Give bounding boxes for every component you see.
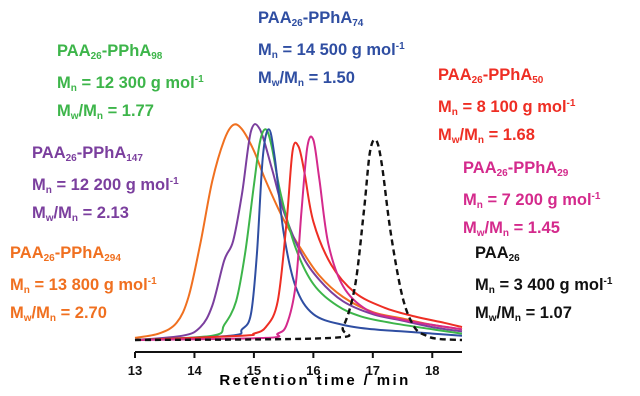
annotation-s26-dispersity: Mw/Mn = 1.07 (475, 304, 572, 324)
x-tick-label-13: 13 (128, 363, 142, 378)
x-axis-ticks: 13 14 15 16 17 18 (128, 352, 440, 378)
series-line-s147 (134, 123, 463, 341)
x-axis-label: Retention time / min (219, 372, 411, 389)
annotation-s294-mn: Mn = 13 800 g mol-1 (10, 276, 157, 296)
annotation-s29-mn: Mn = 7 200 g mol-1 (463, 191, 601, 211)
annotation-s29: PAA26-PPhA29 Mn = 7 200 g mol-1 Mw/Mn = … (463, 157, 600, 245)
series-line-s50 (134, 141, 463, 341)
x-tick-label-15: 15 (247, 363, 261, 378)
chart-curves (134, 123, 463, 342)
annotation-s294-dispersity: Mw/Mn = 2.70 (10, 304, 107, 324)
annotation-s74-mn: Mn = 14 500 g mol-1 (258, 41, 405, 61)
annotation-s74-dispersity: Mw/Mn = 1.50 (258, 69, 355, 89)
series-line-s26 (134, 138, 463, 342)
series-line-s98 (134, 128, 463, 341)
series-line-s29 (134, 135, 463, 341)
annotation-s147-mn: Mn = 12 200 g mol-1 (32, 176, 179, 196)
annotation-s50-name: PAA26-PPhA50 (438, 66, 544, 86)
x-tick-label-16: 16 (306, 363, 320, 378)
annotation-s147-dispersity: Mw/Mn = 2.13 (32, 204, 129, 224)
annotation-s98: PAA26-PPhA98 Mn = 12 300 g mol-1 Mw/Mn =… (57, 40, 204, 128)
annotation-s29-name: PAA26-PPhA29 (463, 159, 569, 179)
x-tick-label-18: 18 (425, 363, 439, 378)
annotation-s26-mn: Mn = 3 400 g mol-1 (475, 276, 613, 296)
annotation-s74-name: PAA26-PPhA74 (258, 9, 364, 29)
series-line-s74 (134, 128, 463, 341)
series-line-s294 (134, 123, 463, 339)
annotation-s50: PAA26-PPhA50 Mn = 8 100 g mol-1 Mw/Mn = … (438, 64, 575, 152)
annotation-s50-mn: Mn = 8 100 g mol-1 (438, 98, 576, 118)
annotation-s98-mn: Mn = 12 300 g mol-1 (57, 74, 204, 94)
annotation-s74: PAA26-PPhA74 Mn = 14 500 g mol-1 Mw/Mn =… (258, 7, 405, 95)
annotation-s147: PAA26-PPhA147 Mn = 12 200 g mol-1 Mw/Mn … (32, 142, 179, 230)
x-tick-label-14: 14 (187, 363, 202, 378)
annotation-s294: PAA26-PPhA294 Mn = 13 800 g mol-1 Mw/Mn … (10, 242, 157, 330)
annotation-s26: PAA26 Mn = 3 400 g mol-1 Mw/Mn = 1.07 (475, 242, 612, 330)
annotation-s98-dispersity: Mw/Mn = 1.77 (57, 102, 154, 122)
annotation-s26-name: PAA26 (475, 244, 520, 264)
x-tick-label-17: 17 (366, 363, 380, 378)
annotation-s147-name: PAA26-PPhA147 (32, 144, 143, 164)
annotation-s50-dispersity: Mw/Mn = 1.68 (438, 126, 535, 146)
annotation-s29-dispersity: Mw/Mn = 1.45 (463, 219, 560, 239)
annotation-s294-name: PAA26-PPhA294 (10, 244, 121, 264)
annotation-s98-name: PAA26-PPhA98 (57, 42, 163, 62)
